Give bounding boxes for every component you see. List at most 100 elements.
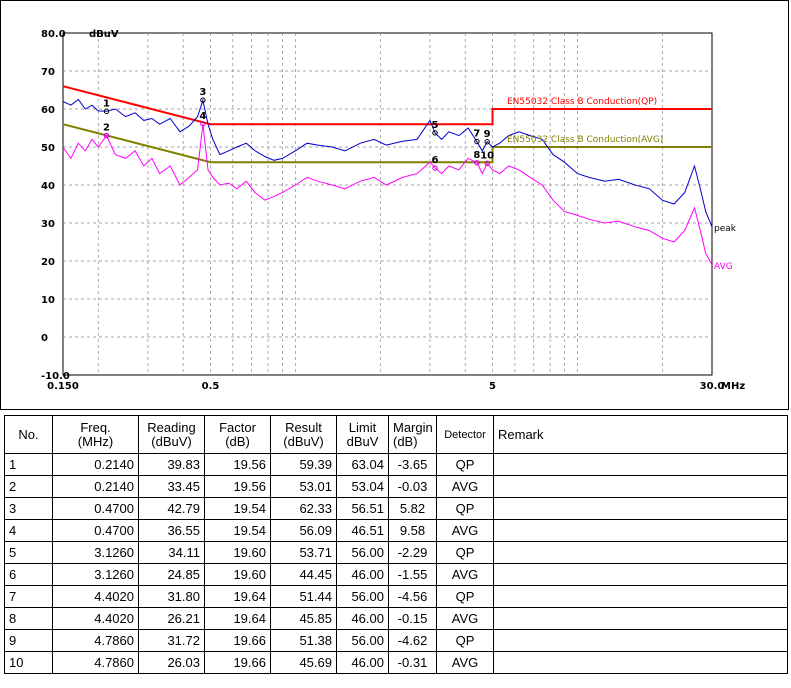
cell-no: 8 <box>4 607 53 630</box>
header-margin-line2: (dB) <box>393 433 418 449</box>
cell-margin: -0.31 <box>388 651 437 674</box>
cell-detector: AVG <box>436 651 494 674</box>
cell-limit: 56.51 <box>336 497 389 520</box>
cell-reading: 36.55 <box>138 519 205 542</box>
header-freq-line1: Freq. <box>80 419 111 435</box>
header-factor: Factor (dB) <box>204 415 271 454</box>
cell-margin: -4.56 <box>388 585 437 608</box>
emi-chart: 80.0 70 60 50 40 30 20 10 0 -10.0 dBuV 0.150 0.5 5 30.… <box>41 29 745 392</box>
cell-remark <box>493 607 788 630</box>
header-reading-line2: (dBuV) <box>151 433 192 449</box>
header-reading-line1: Reading <box>147 419 196 435</box>
cell-limit: 53.04 <box>336 475 389 498</box>
cell-factor: 19.66 <box>204 651 271 674</box>
cell-no: 4 <box>4 519 53 542</box>
cell-factor: 19.66 <box>204 629 271 652</box>
cell-result: 51.44 <box>270 585 337 608</box>
cell-no: 2 <box>4 475 53 498</box>
marker-point <box>200 121 206 127</box>
cell-result: 56.09 <box>270 519 337 542</box>
cell-result: 45.85 <box>270 607 337 630</box>
x-tick-label: 30.0 <box>700 381 725 392</box>
cell-limit: 56.00 <box>336 629 389 652</box>
x-tick-label: 0.150 <box>47 381 79 392</box>
cell-detector: QP <box>436 585 494 608</box>
cell-reading: 33.45 <box>138 475 205 498</box>
header-reading: Reading (dBuV) <box>138 415 205 454</box>
x-tick-label: 0.5 <box>202 381 220 392</box>
cell-limit: 46.00 <box>336 607 389 630</box>
x-unit-label: MHz <box>721 381 745 392</box>
y-unit-label: dBuV <box>89 29 119 40</box>
y-tick-label: 0 <box>41 333 48 344</box>
cell-no: 1 <box>4 453 53 476</box>
y-tick-label: -10.0 <box>41 371 70 382</box>
peak-trace <box>62 98 713 227</box>
cell-margin: -0.15 <box>388 607 437 630</box>
cell-limit: 46.51 <box>336 519 389 542</box>
header-detector: Detector <box>436 415 494 454</box>
avg-label: AVG <box>714 262 733 272</box>
cell-remark <box>493 519 788 542</box>
marker-point <box>432 165 438 171</box>
table-row: 7 4.4020 31.80 19.64 51.44 56.00 -4.56 QP <box>4 585 788 608</box>
table-row: 8 4.4020 26.21 19.64 45.85 46.00 -0.15 AVG <box>4 607 788 630</box>
cell-no: 3 <box>4 497 53 520</box>
cell-detector: AVG <box>436 607 494 630</box>
cell-factor: 19.56 <box>204 453 271 476</box>
marker-label: 3 <box>199 87 206 98</box>
cell-reading: 39.83 <box>138 453 205 476</box>
cell-margin: -3.65 <box>388 453 437 476</box>
cell-reading: 24.85 <box>138 563 205 586</box>
cell-detector: QP <box>436 541 494 564</box>
y-tick-label: 30 <box>41 219 55 230</box>
marker-label: 2 <box>103 123 110 134</box>
emi-chart-panel: 80.0 70 60 50 40 30 20 10 0 -10.0 dBuV 0.150 0.5 5 30.… <box>0 0 789 410</box>
cell-remark <box>493 541 788 564</box>
avg-trace <box>62 124 713 266</box>
cell-freq: 0.4700 <box>52 519 139 542</box>
cell-margin: 9.58 <box>388 519 437 542</box>
cell-result: 59.39 <box>270 453 337 476</box>
table-row: 3 0.4700 42.79 19.54 62.33 56.51 5.82 QP <box>4 497 788 520</box>
header-factor-line2: (dB) <box>225 433 250 449</box>
cell-detector: AVG <box>436 475 494 498</box>
cell-freq: 4.4020 <box>52 607 139 630</box>
marker-point <box>432 130 438 136</box>
cell-result: 45.69 <box>270 651 337 674</box>
y-tick-label: 40 <box>41 181 55 192</box>
marker-label: 7 <box>473 129 480 140</box>
cell-no: 9 <box>4 629 53 652</box>
cell-result: 44.45 <box>270 563 337 586</box>
marker-label: 1 <box>103 98 110 109</box>
marker-label: 4 <box>199 111 206 122</box>
cell-result: 62.33 <box>270 497 337 520</box>
plot-frame <box>62 32 713 376</box>
cell-limit: 46.00 <box>336 651 389 674</box>
cell-result: 53.71 <box>270 541 337 564</box>
cell-remark <box>493 629 788 652</box>
cell-reading: 34.11 <box>138 541 205 564</box>
cell-factor: 19.54 <box>204 497 271 520</box>
cell-no: 5 <box>4 541 53 564</box>
cell-freq: 3.1260 <box>52 563 139 586</box>
table-body: 1 0.2140 39.83 19.56 59.39 63.04 -3.65 QP 2 0.214… <box>4 453 788 674</box>
header-limit-line2: dBuV <box>346 433 379 449</box>
y-tick-label: 50 <box>41 143 55 154</box>
marker-point <box>474 160 480 166</box>
marker-label: 9 <box>484 129 491 140</box>
cell-margin: 5.82 <box>388 497 437 520</box>
marker-label: 10 <box>480 150 494 161</box>
cell-margin: -2.29 <box>388 541 437 564</box>
cell-no: 7 <box>4 585 53 608</box>
header-remark: Remark <box>493 415 788 454</box>
header-freq-line2: (MHz) <box>77 433 114 449</box>
marker-point <box>484 160 490 167</box>
marker-point <box>484 139 490 145</box>
cell-remark <box>493 585 788 608</box>
cell-freq: 4.4020 <box>52 585 139 608</box>
cell-remark <box>493 475 788 498</box>
y-tick-label: 60 <box>41 105 55 116</box>
cell-reading: 26.03 <box>138 651 205 674</box>
marker-point <box>474 138 480 145</box>
